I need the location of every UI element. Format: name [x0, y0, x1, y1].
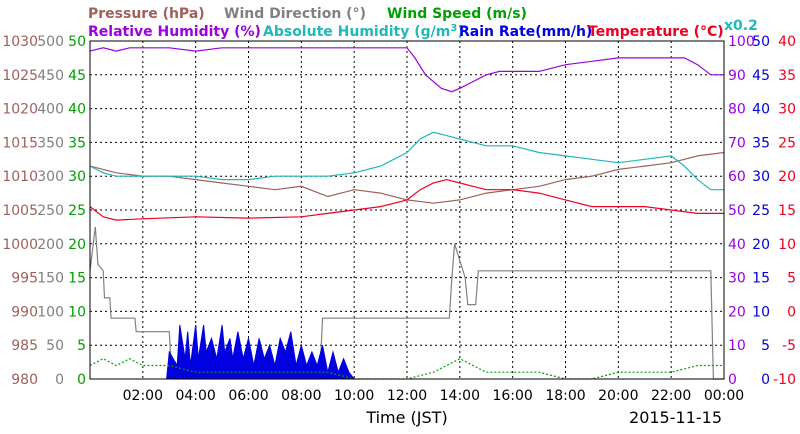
- chart-date: 2015-11-15: [629, 408, 722, 427]
- tick-rain-rate: 10: [752, 304, 770, 320]
- tick-wind-direction: 300: [37, 169, 64, 185]
- tick-wind-speed: 45: [68, 68, 86, 84]
- tick-pressure: 1020: [2, 102, 38, 118]
- tick-relative-humidity: 30: [728, 271, 746, 287]
- tick-pressure: 1005: [2, 203, 38, 219]
- tick-pressure: 1000: [2, 237, 38, 253]
- tick-temperature: 0: [787, 304, 796, 320]
- x-axis-title: Time (JST): [365, 408, 447, 427]
- tick-pressure: 980: [11, 372, 38, 388]
- tick-temperature: -5: [782, 338, 796, 354]
- tick-relative-humidity: 100: [728, 34, 755, 50]
- legend-scale-note: x0.2: [724, 18, 758, 34]
- tick-wind-speed: 10: [68, 304, 86, 320]
- tick-rain-rate: 50: [752, 34, 770, 50]
- tick-pressure: 995: [11, 271, 38, 287]
- tick-temperature: 15: [778, 203, 796, 219]
- tick-wind-speed: 0: [77, 372, 86, 388]
- tick-temperature: 30: [778, 102, 796, 118]
- right-axes: 1009080706050403020100504540353025201510…: [728, 34, 796, 388]
- tick-wind-direction: 350: [37, 135, 64, 151]
- tick-relative-humidity: 40: [728, 237, 746, 253]
- tick-rain-rate: 15: [752, 271, 770, 287]
- legend-absolute-humidity: Absolute Humidity (g/m3): [263, 23, 464, 40]
- tick-relative-humidity: 50: [728, 203, 746, 219]
- series-relative-humidity: [89, 47, 724, 93]
- legend-wind-direction: Wind Direction (°): [224, 6, 366, 22]
- tick-rain-rate: 20: [752, 237, 770, 253]
- tick-pressure: 1010: [2, 169, 38, 185]
- legend-pressure: Pressure (hPa): [88, 6, 205, 22]
- tick-wind-speed: 25: [68, 203, 86, 219]
- x-tick-label: 10:00: [334, 388, 374, 404]
- x-tick-label: 16:00: [492, 388, 532, 404]
- legend-temperature: Temperature (°C): [588, 24, 724, 40]
- x-tick-label: 12:00: [387, 388, 427, 404]
- plot-grid: [90, 41, 724, 379]
- tick-rain-rate: 40: [752, 102, 770, 118]
- tick-temperature: 10: [778, 237, 796, 253]
- series-temperature: [89, 178, 724, 221]
- tick-wind-direction: 450: [37, 68, 64, 84]
- tick-wind-direction: 200: [37, 237, 64, 253]
- legend-wind-speed: Wind Speed (m/s): [387, 6, 527, 22]
- tick-wind-direction: 100: [37, 304, 64, 320]
- tick-temperature: 5: [787, 271, 796, 287]
- tick-relative-humidity: 20: [728, 304, 746, 320]
- tick-wind-direction: 50: [46, 338, 64, 354]
- x-tick-label: 18:00: [545, 388, 585, 404]
- tick-temperature: 35: [778, 68, 796, 84]
- tick-wind-speed: 35: [68, 135, 86, 151]
- tick-pressure: 1030: [2, 34, 38, 50]
- tick-temperature: -10: [773, 372, 796, 388]
- tick-wind-direction: 500: [37, 34, 64, 50]
- tick-wind-direction: 0: [55, 372, 64, 388]
- tick-relative-humidity: 60: [728, 169, 746, 185]
- tick-wind-direction: 400: [37, 102, 64, 118]
- tick-relative-humidity: 80: [728, 102, 746, 118]
- tick-relative-humidity: 0: [728, 372, 737, 388]
- tick-pressure: 985: [11, 338, 38, 354]
- tick-pressure: 1025: [2, 68, 38, 84]
- left-axes: 1030102510201015101010051000995990985980…: [2, 34, 86, 388]
- x-tick-label: 08:00: [281, 388, 321, 404]
- tick-wind-direction: 150: [37, 271, 64, 287]
- tick-relative-humidity: 90: [728, 68, 746, 84]
- tick-rain-rate: 5: [761, 338, 770, 354]
- tick-wind-speed: 5: [77, 338, 86, 354]
- x-tick-label: 22:00: [651, 388, 691, 404]
- plot-frame: [89, 40, 725, 380]
- tick-rain-rate: 45: [752, 68, 770, 84]
- tick-rain-rate: 0: [761, 372, 770, 388]
- tick-temperature: 25: [778, 135, 796, 151]
- x-axis: 02:00 04:00 06:00 08:00 10:00 12:00 14:00 16:00…: [123, 388, 745, 404]
- tick-rain-rate: 30: [752, 169, 770, 185]
- x-tick-label: 00:00: [704, 388, 744, 404]
- tick-pressure: 1015: [2, 135, 38, 151]
- series-absolute-humidity: [89, 131, 724, 191]
- legend-relative-humidity: Relative Humidity (%): [88, 24, 261, 40]
- x-tick-label: 02:00: [123, 388, 163, 404]
- x-tick-label: 14:00: [440, 388, 480, 404]
- tick-wind-direction: 250: [37, 203, 64, 219]
- tick-wind-speed: 50: [68, 34, 86, 50]
- legend-rain-rate: Rain Rate(mm/h): [459, 24, 592, 40]
- tick-wind-speed: 40: [68, 102, 86, 118]
- x-tick-label: 06:00: [228, 388, 268, 404]
- tick-temperature: 40: [778, 34, 796, 50]
- x-tick-label: 04:00: [175, 388, 215, 404]
- tick-wind-speed: 15: [68, 271, 86, 287]
- tick-rain-rate: 35: [752, 135, 770, 151]
- tick-rain-rate: 25: [752, 203, 770, 219]
- x-tick-label: 20:00: [598, 388, 638, 404]
- tick-pressure: 990: [11, 304, 38, 320]
- tick-relative-humidity: 10: [728, 338, 746, 354]
- tick-wind-speed: 30: [68, 169, 86, 185]
- tick-temperature: 20: [778, 169, 796, 185]
- tick-wind-speed: 20: [68, 237, 86, 253]
- tick-relative-humidity: 70: [728, 135, 746, 151]
